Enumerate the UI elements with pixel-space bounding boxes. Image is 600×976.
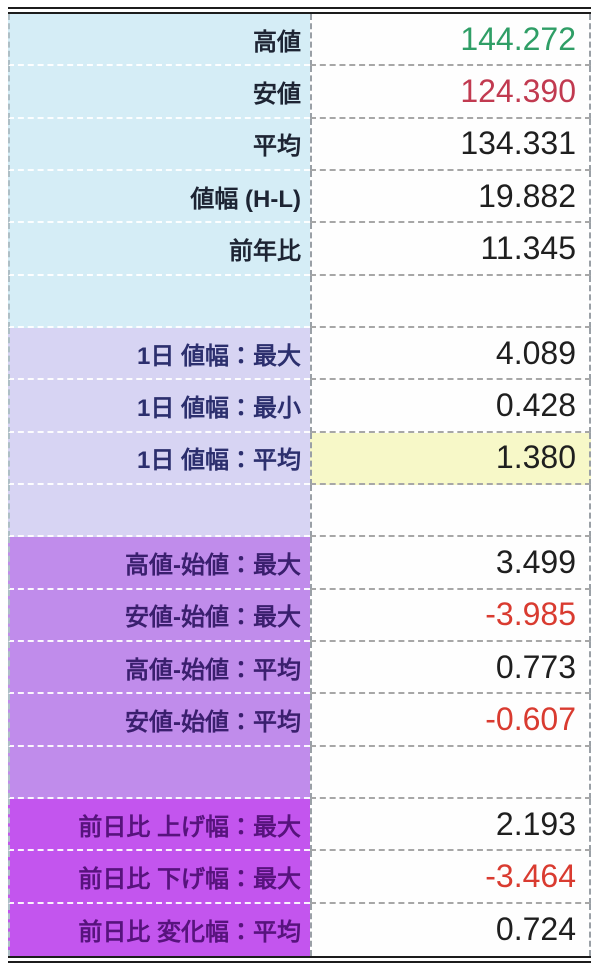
row-label: 安値-始値：平均 <box>8 694 310 747</box>
table-row: 高値-始値：平均 0.773 <box>8 641 591 695</box>
table-row: 高値-始値：最大 3.499 <box>8 537 591 590</box>
table-row: 1日 値幅：平均 1.380 <box>8 432 591 485</box>
row-value: 144.272 <box>310 14 591 67</box>
table-row: 値幅 (H-L) 19.882 <box>8 170 591 224</box>
row-label <box>8 746 310 799</box>
row-value <box>310 746 591 799</box>
row-value: 0.773 <box>310 641 591 695</box>
stats-table-body: 高値 144.272 安値 124.390 平均 134.331 値幅 (H-L) 19.88… <box>8 7 591 963</box>
table-row: 1日 値幅：最大 4.089 <box>8 327 591 381</box>
row-value: 0.428 <box>310 380 591 433</box>
row-value <box>310 275 591 328</box>
row-label: 高値 <box>8 14 310 67</box>
row-label: 値幅 (H-L) <box>8 170 310 224</box>
table-row: 安値-始値：最大 -3.985 <box>8 589 591 642</box>
row-label: 安値 <box>8 66 310 119</box>
row-label <box>8 484 310 538</box>
table-row: 安値-始値：平均 -0.607 <box>8 694 591 747</box>
row-label: 1日 値幅：最小 <box>8 380 310 433</box>
row-value: -0.607 <box>310 694 591 747</box>
row-value: 124.390 <box>310 66 591 119</box>
row-label: 1日 値幅：平均 <box>8 432 310 485</box>
row-label: 前日比 上げ幅：最大 <box>8 798 310 852</box>
row-value: 1.380 <box>310 432 591 485</box>
table-row: 前日比 変化幅：平均 0.724 <box>8 903 591 956</box>
row-label: 高値-始値：平均 <box>8 641 310 695</box>
row-value: -3.464 <box>310 851 591 904</box>
table-row: 前年比 11.345 <box>8 223 591 276</box>
row-label: 安値-始値：最大 <box>8 589 310 642</box>
row-value: 3.499 <box>310 537 591 590</box>
table-row <box>8 275 591 328</box>
row-value <box>310 484 591 538</box>
row-label: 1日 値幅：最大 <box>8 327 310 381</box>
table-row: 安値 124.390 <box>8 66 591 119</box>
row-label: 前年比 <box>8 223 310 276</box>
row-label <box>8 275 310 328</box>
row-value: 2.193 <box>310 798 591 852</box>
row-value: 19.882 <box>310 170 591 224</box>
table-row: 前日比 下げ幅：最大 -3.464 <box>8 851 591 904</box>
row-label: 平均 <box>8 118 310 171</box>
table-row <box>8 484 591 538</box>
row-label: 前日比 変化幅：平均 <box>8 903 310 956</box>
row-value: 11.345 <box>310 223 591 276</box>
row-label: 前日比 下げ幅：最大 <box>8 851 310 904</box>
table-row: 平均 134.331 <box>8 118 591 171</box>
row-value: 4.089 <box>310 327 591 381</box>
row-value: 134.331 <box>310 118 591 171</box>
table-row: 前日比 上げ幅：最大 2.193 <box>8 798 591 852</box>
table-row: 1日 値幅：最小 0.428 <box>8 380 591 433</box>
row-value: -3.985 <box>310 589 591 642</box>
table-row: 高値 144.272 <box>8 14 591 67</box>
row-label: 高値-始値：最大 <box>8 537 310 590</box>
row-value: 0.724 <box>310 903 591 956</box>
table-row <box>8 746 591 799</box>
